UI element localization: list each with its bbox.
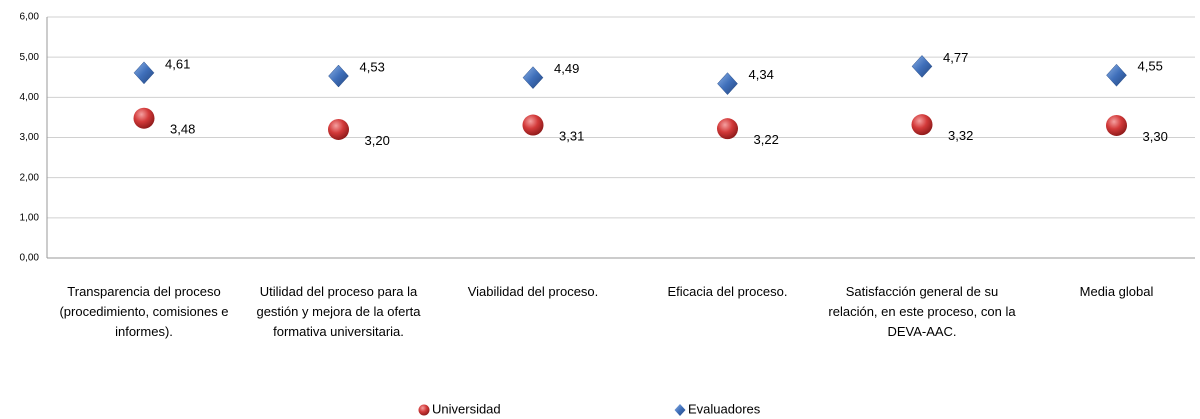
data-point <box>133 107 155 129</box>
data-point <box>1106 63 1127 87</box>
data-label: 4,77 <box>943 50 968 65</box>
y-tick-label: 2,00 <box>20 172 40 183</box>
legend-marker <box>674 404 686 416</box>
x-tick-label: Satisfacción general de su relación, en … <box>828 284 1016 339</box>
data-point <box>911 114 933 136</box>
y-tick-label: 1,00 <box>20 212 40 223</box>
data-point <box>717 72 738 96</box>
y-tick-label: 3,00 <box>20 132 40 143</box>
data-point <box>328 118 349 140</box>
data-point <box>717 118 738 140</box>
data-label: 4,53 <box>360 59 385 74</box>
data-label: 3,22 <box>754 132 779 147</box>
legend-marker <box>418 404 430 416</box>
x-tick-label: Transparencia del proceso (procedimiento… <box>59 284 229 339</box>
data-label: 4,55 <box>1138 59 1163 74</box>
y-tick-label: 4,00 <box>20 92 40 103</box>
legend-label: Universidad <box>432 401 501 416</box>
data-label: 3,48 <box>170 122 195 137</box>
y-tick-label: 5,00 <box>20 52 40 63</box>
data-point <box>328 64 349 88</box>
data-label: 3,31 <box>559 128 584 143</box>
data-label: 3,30 <box>1143 129 1168 144</box>
x-tick-label: Viabilidad del proceso. <box>467 284 599 299</box>
x-tick-label: Eficacia del proceso. <box>667 284 788 299</box>
data-label: 4,34 <box>749 67 774 82</box>
data-point <box>522 66 544 90</box>
data-point <box>133 61 155 85</box>
x-tick-label: Utilidad del proceso para la gestión y m… <box>256 284 421 339</box>
data-label: 3,32 <box>948 128 973 143</box>
y-tick-label: 0,00 <box>20 253 40 264</box>
data-label: 3,20 <box>365 133 390 148</box>
x-tick-label: Media global <box>1079 284 1154 299</box>
data-label: 4,49 <box>554 61 579 76</box>
data-point <box>522 114 544 136</box>
y-tick-label: 6,00 <box>20 12 40 23</box>
data-point <box>1106 114 1127 136</box>
legend-label: Evaluadores <box>688 401 761 416</box>
data-label: 4,61 <box>165 56 190 71</box>
data-point <box>911 55 933 78</box>
